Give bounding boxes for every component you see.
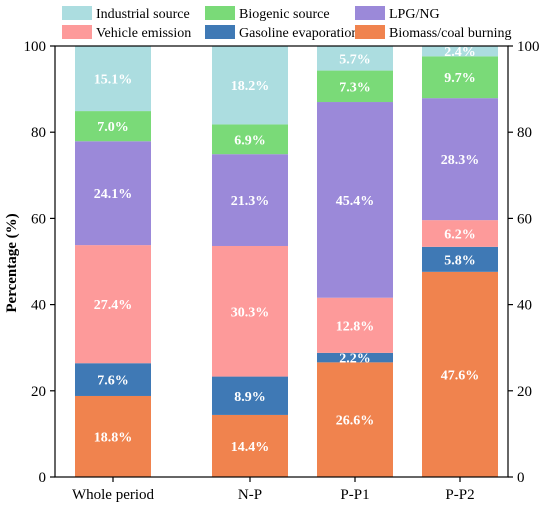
data-label-biogenic-source-p-p2: 9.7% (444, 71, 476, 86)
bar-vehicle-emission-n-p (212, 245, 288, 377)
plot-frame (54, 45, 509, 478)
bar-biomass-coal-burning-p-p1 (317, 362, 393, 477)
plot-bars (75, 46, 498, 477)
bar-lpg-ng-p-p2 (422, 98, 498, 221)
data-label-lpg-ng-n-p: 21.3% (231, 194, 270, 209)
y-tick-label-left: 0 (39, 470, 47, 486)
bar-biomass-coal-burning-whole-period (75, 395, 151, 477)
y-tick-label-right: 80 (517, 125, 532, 141)
legend-label-biogenic-source: Biogenic source (239, 7, 330, 22)
legend-label-lpg-ng: LPG/NG (389, 7, 440, 22)
legend-swatch-industrial-source (62, 6, 92, 20)
bar-vehicle-emission-p-p2 (422, 220, 498, 247)
bar-vehicle-emission-p-p1 (317, 297, 393, 353)
x-tick-label-p-p2: P-P2 (445, 487, 474, 503)
legend-swatch-lpg-ng (355, 6, 385, 20)
x-tick-label-p-p1: P-P1 (340, 487, 369, 503)
bar-vehicle-emission-whole-period (75, 245, 151, 364)
data-label-biogenic-source-n-p: 6.9% (234, 133, 266, 148)
data-label-lpg-ng-whole-period: 24.1% (94, 187, 133, 202)
bar-gasoline-evaporation-whole-period (75, 363, 151, 396)
bar-industrial-source-p-p1 (317, 46, 393, 71)
data-label-vehicle-emission-p-p1: 12.8% (336, 319, 375, 334)
data-label-gasoline-evaporation-whole-period: 7.6% (97, 374, 129, 389)
data-label-gasoline-evaporation-p-p1: 2.2% (339, 352, 371, 367)
data-label-biogenic-source-whole-period: 7.0% (97, 120, 129, 135)
bar-biogenic-source-p-p2 (422, 56, 498, 99)
bar-industrial-source-n-p (212, 46, 288, 125)
y-axis-label: Percentage (%) (4, 213, 20, 312)
data-label-vehicle-emission-whole-period: 27.4% (94, 298, 133, 313)
data-label-vehicle-emission-p-p2: 6.2% (444, 227, 476, 242)
data-label-biomass-coal-burning-p-p2: 47.6% (441, 368, 480, 383)
bar-industrial-source-whole-period (75, 46, 151, 112)
y-tick-label-right: 60 (517, 211, 532, 227)
bar-lpg-ng-p-p1 (317, 102, 393, 298)
data-label-industrial-source-p-p2: 2.4% (444, 45, 476, 60)
legend-swatch-biogenic-source (205, 6, 235, 20)
bar-biomass-coal-burning-n-p (212, 414, 288, 477)
bar-biomass-coal-burning-p-p2 (422, 271, 498, 477)
data-label-industrial-source-whole-period: 15.1% (94, 73, 133, 88)
plot-value-labels: 18.8% 7.6% 27.4% 24.1% 7.0% 15.1% 14.4% 8.9% 30.… (94, 45, 480, 455)
bar-biogenic-source-n-p (212, 124, 288, 155)
bar-gasoline-evaporation-p-p1 (317, 352, 393, 363)
y-tick-label-left: 100 (24, 39, 47, 55)
y-tick-label-left: 20 (31, 384, 46, 400)
bar-industrial-source-p-p2 (422, 46, 498, 57)
x-tick-label-n-p: N-P (238, 487, 262, 503)
legend-label-gasoline-evaporation: Gasoline evaporation (239, 26, 358, 41)
legend-label-industrial-source: Industrial source (96, 7, 190, 22)
data-label-industrial-source-p-p1: 5.7% (339, 52, 371, 67)
y-tick-label-right: 100 (517, 39, 540, 55)
data-label-industrial-source-n-p: 18.2% (231, 79, 270, 94)
data-label-biomass-coal-burning-whole-period: 18.8% (94, 430, 133, 445)
y-tick-label-right: 20 (517, 384, 532, 400)
data-label-vehicle-emission-n-p: 30.3% (231, 305, 270, 320)
bar-gasoline-evaporation-p-p2 (422, 246, 498, 272)
data-label-biomass-coal-burning-p-p1: 26.6% (336, 414, 375, 429)
axes: 0 0 20 20 40 40 60 60 80 80 100 100 Whole period N-P P… (24, 39, 540, 503)
legend-swatch-vehicle-emission (62, 25, 92, 39)
legend-swatch-biomass-coal-burning (355, 25, 385, 39)
y-tick-label-left: 60 (31, 211, 46, 227)
y-tick-label-left: 40 (31, 298, 46, 314)
data-label-gasoline-evaporation-n-p: 8.9% (234, 390, 266, 405)
y-tick-label-right: 0 (517, 470, 525, 486)
legend-swatch-gasoline-evaporation (205, 25, 235, 39)
data-label-lpg-ng-p-p2: 28.3% (441, 153, 480, 168)
bar-biogenic-source-p-p1 (317, 70, 393, 103)
bar-lpg-ng-whole-period (75, 141, 151, 246)
data-label-lpg-ng-p-p1: 45.4% (336, 194, 375, 209)
bar-gasoline-evaporation-n-p (212, 376, 288, 415)
legend-label-biomass-coal-burning: Biomass/coal burning (389, 26, 512, 41)
bar-biogenic-source-whole-period (75, 111, 151, 142)
data-label-biogenic-source-p-p1: 7.3% (339, 80, 371, 95)
y-tick-label-right: 40 (517, 298, 532, 314)
legend-label-vehicle-emission: Vehicle emission (96, 26, 191, 41)
data-label-gasoline-evaporation-p-p2: 5.8% (444, 253, 476, 268)
y-tick-label-left: 80 (31, 125, 46, 141)
bar-lpg-ng-n-p (212, 154, 288, 246)
legend: Industrial source Biogenic source LPG/NG Ve… (62, 6, 512, 41)
x-tick-label-whole-period: Whole period (72, 487, 155, 503)
data-label-biomass-coal-burning-n-p: 14.4% (231, 440, 270, 455)
